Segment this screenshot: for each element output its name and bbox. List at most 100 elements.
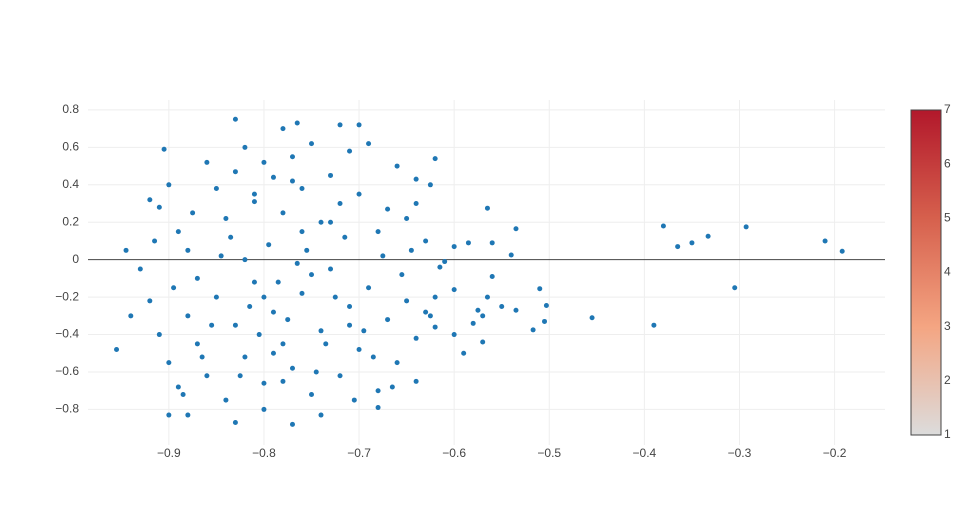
point [489, 240, 495, 246]
point [309, 272, 315, 278]
point [190, 210, 196, 216]
y-tick-label: −0.4 [55, 327, 79, 341]
point [242, 144, 248, 150]
point [114, 347, 120, 353]
point [342, 234, 348, 240]
point [705, 233, 711, 239]
point [185, 412, 191, 418]
point [689, 240, 695, 246]
point [232, 116, 238, 122]
point [209, 322, 215, 328]
point [484, 294, 490, 300]
point [180, 391, 186, 397]
point [280, 341, 286, 347]
point [266, 242, 272, 248]
point [351, 397, 357, 403]
point [328, 172, 334, 178]
point [361, 328, 367, 334]
point [232, 322, 238, 328]
point [251, 191, 257, 197]
colorbar [910, 109, 942, 436]
point [289, 154, 295, 160]
point [213, 294, 219, 300]
point [404, 298, 410, 304]
point [451, 287, 457, 293]
x-tick-label: −0.6 [442, 446, 466, 460]
point [280, 126, 286, 132]
point [822, 238, 828, 244]
point [194, 275, 200, 281]
point [413, 176, 419, 182]
point [437, 264, 443, 270]
y-tick-label: 0.6 [62, 140, 79, 154]
point [432, 324, 438, 330]
point [323, 341, 329, 347]
point [408, 247, 414, 253]
point [732, 285, 738, 291]
point [137, 266, 143, 272]
point [356, 191, 362, 197]
point [347, 322, 353, 328]
point [228, 234, 234, 240]
colorbar-tick-label: 6 [944, 156, 951, 170]
point [499, 303, 505, 309]
point [432, 156, 438, 162]
point [589, 315, 595, 321]
point [194, 341, 200, 347]
point [389, 384, 395, 390]
point [413, 201, 419, 207]
point [289, 421, 295, 427]
point [451, 332, 457, 338]
point [743, 224, 749, 230]
point [385, 317, 391, 323]
point [232, 420, 238, 426]
y-tick-label: 0.4 [62, 177, 79, 191]
point [375, 405, 381, 411]
point [651, 322, 657, 328]
point [318, 219, 324, 225]
point [213, 186, 219, 192]
x-tick-label: −0.2 [823, 446, 847, 460]
point [242, 354, 248, 360]
point [442, 259, 448, 265]
point [366, 285, 372, 291]
point [318, 328, 324, 334]
x-tick-label: −0.5 [537, 446, 561, 460]
x-tick-label: −0.9 [157, 446, 181, 460]
point [242, 257, 248, 263]
point [247, 303, 253, 309]
point [337, 373, 343, 379]
point [451, 244, 457, 250]
point [289, 178, 295, 184]
point [270, 350, 276, 356]
point [347, 148, 353, 154]
point [294, 260, 300, 266]
point [423, 309, 429, 315]
point [432, 294, 438, 300]
y-tick-label: 0.2 [62, 214, 79, 228]
point [313, 369, 319, 375]
point [380, 253, 386, 259]
point [123, 247, 129, 253]
point [147, 197, 153, 203]
point [289, 365, 295, 371]
point [185, 247, 191, 253]
point [461, 350, 467, 356]
colorbar-tick-label: 3 [944, 319, 951, 333]
point [204, 159, 210, 165]
point [375, 229, 381, 235]
point [156, 204, 162, 210]
point [513, 307, 519, 313]
point [218, 253, 224, 259]
point [147, 298, 153, 304]
point [543, 303, 549, 309]
point [166, 360, 172, 366]
point [328, 266, 334, 272]
point [128, 313, 134, 319]
point [530, 327, 536, 333]
point [480, 313, 486, 319]
point [261, 294, 267, 300]
point [280, 378, 286, 384]
point [366, 141, 372, 147]
